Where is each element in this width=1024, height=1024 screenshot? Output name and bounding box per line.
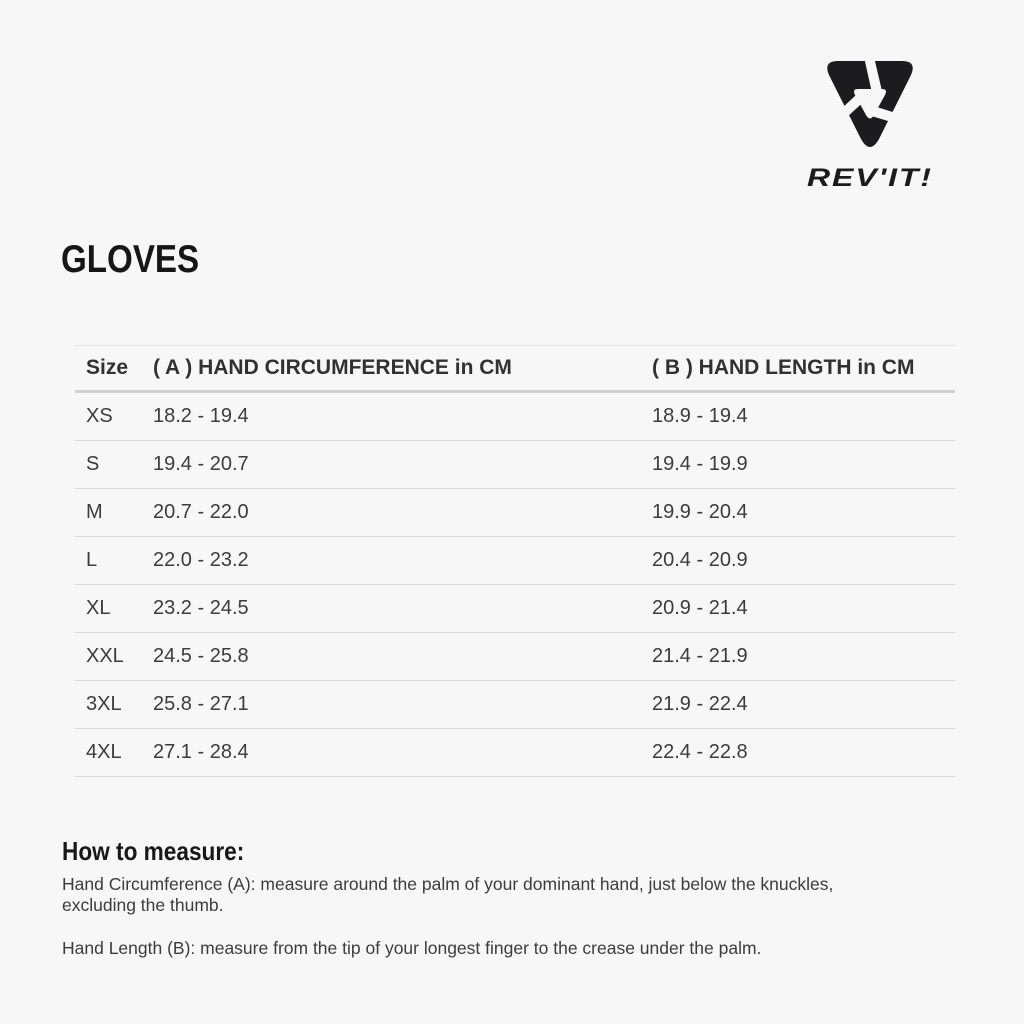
size-cell: 4XL	[86, 741, 122, 763]
column-header-size: Size	[86, 356, 129, 379]
hand-circumference-cell: 23.2 - 24.5	[153, 597, 249, 619]
size-cell: XL	[86, 597, 111, 619]
how-to-measure-heading: How to measure:	[62, 836, 245, 866]
size-table-header: Size ( A ) HAND CIRCUMFERENCE in CM ( B …	[75, 345, 955, 393]
page-title: GLOVES	[61, 238, 200, 281]
hand-circumference-cell: 24.5 - 25.8	[153, 645, 249, 667]
size-cell: XS	[86, 405, 113, 427]
size-cell: M	[86, 501, 103, 523]
size-cell: L	[86, 549, 98, 571]
table-row: L 22.0 - 23.2 20.4 - 20.9	[75, 537, 955, 585]
table-row: 4XL 27.1 - 28.4 22.4 - 22.8	[75, 729, 955, 777]
table-row: M 20.7 - 22.0 19.9 - 20.4	[75, 489, 955, 537]
brand-wordmark: REV'IT!	[807, 164, 933, 192]
table-row: XL 23.2 - 24.5 20.9 - 21.4	[75, 585, 955, 633]
hand-length-cell: 18.9 - 19.4	[652, 405, 748, 427]
hand-length-cell: 20.9 - 21.4	[652, 597, 748, 619]
table-row: XXL 24.5 - 25.8 21.4 - 21.9	[75, 633, 955, 681]
hand-circumference-cell: 25.8 - 27.1	[153, 693, 249, 715]
size-table: Size ( A ) HAND CIRCUMFERENCE in CM ( B …	[75, 345, 955, 777]
hand-circumference-cell: 20.7 - 22.0	[153, 501, 249, 523]
column-header-hand-length: ( B ) HAND LENGTH in CM	[652, 356, 915, 379]
hand-length-cell: 21.4 - 21.9	[652, 645, 748, 667]
instruction-line: Hand Length (B): measure from the tip of…	[62, 938, 762, 958]
size-cell: 3XL	[86, 693, 122, 715]
size-cell: XXL	[86, 645, 124, 667]
table-row: XS 18.2 - 19.4 18.9 - 19.4	[75, 393, 955, 441]
instruction-line: excluding the thumb.	[62, 895, 224, 915]
hand-circumference-cell: 27.1 - 28.4	[153, 741, 249, 763]
hand-length-cell: 19.4 - 19.9	[652, 453, 748, 475]
brand-logo: REV'IT!	[795, 55, 945, 193]
hand-length-cell: 19.9 - 20.4	[652, 501, 748, 523]
hand-length-instructions: Hand Length (B): measure from the tip of…	[62, 938, 761, 959]
hand-circumference-cell: 19.4 - 20.7	[153, 453, 249, 475]
size-cell: S	[86, 453, 100, 475]
hand-circumference-cell: 22.0 - 23.2	[153, 549, 249, 571]
column-header-hand-circumference: ( A ) HAND CIRCUMFERENCE in CM	[153, 356, 512, 379]
table-row: S 19.4 - 20.7 19.4 - 19.9	[75, 441, 955, 489]
hand-length-cell: 22.4 - 22.8	[652, 741, 748, 763]
revit-triskelion-icon	[795, 55, 945, 157]
hand-length-cell: 20.4 - 20.9	[652, 549, 748, 571]
hand-circumference-instructions: Hand Circumference (A): measure around t…	[62, 874, 833, 916]
hand-circumference-cell: 18.2 - 19.4	[153, 405, 249, 427]
table-row: 3XL 25.8 - 27.1 21.9 - 22.4	[75, 681, 955, 729]
hand-length-cell: 21.9 - 22.4	[652, 693, 748, 715]
instruction-line: Hand Circumference (A): measure around t…	[62, 874, 834, 894]
